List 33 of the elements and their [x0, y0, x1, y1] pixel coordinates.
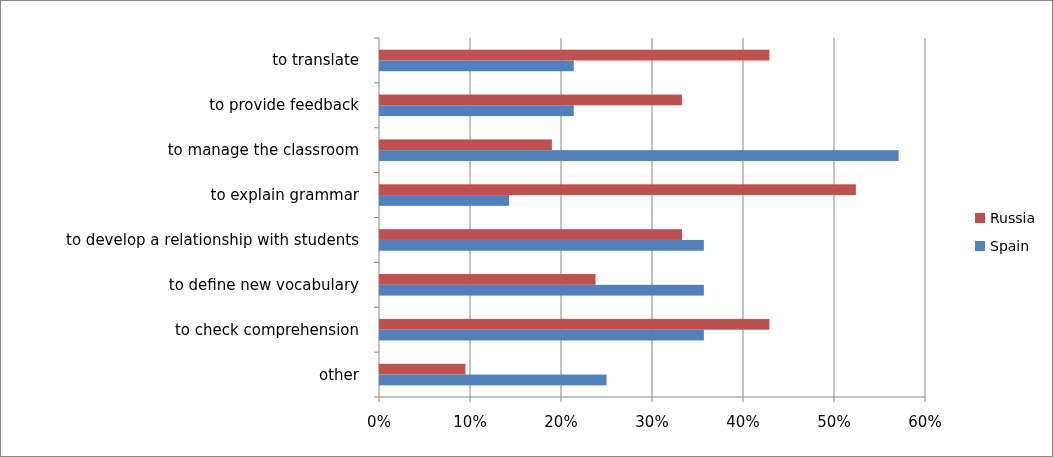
- bar: [379, 150, 899, 161]
- x-tick-label: 10%: [453, 413, 487, 431]
- bar: [379, 363, 466, 375]
- y-tick-label: to manage the classroom: [167, 141, 359, 160]
- bar: [379, 60, 574, 72]
- bar: [379, 239, 704, 251]
- x-tick-label: 20%: [544, 413, 578, 431]
- bar: [379, 94, 683, 106]
- x-tick-label: 0%: [367, 413, 391, 431]
- bar: [379, 49, 770, 61]
- y-tick-label: to define new vocabulary: [168, 275, 360, 294]
- x-tick-label: 30%: [635, 413, 669, 431]
- bar: [379, 229, 683, 240]
- bar: [379, 284, 704, 296]
- y-tick-label: to explain grammar: [210, 186, 360, 205]
- legend-label: Spain: [990, 238, 1030, 254]
- y-tick-label: to develop a relationship with students: [66, 230, 360, 249]
- x-tick-label: 40%: [726, 413, 760, 431]
- x-tick-label: 60%: [908, 413, 942, 431]
- legend-label: Russia: [990, 210, 1036, 226]
- bar: [379, 184, 856, 196]
- y-tick-label: other: [319, 365, 360, 384]
- bar: [379, 274, 596, 285]
- x-tick-label: 50%: [817, 413, 851, 431]
- bar: [379, 195, 510, 206]
- bar: [379, 105, 574, 117]
- bar: [379, 329, 704, 341]
- y-tick-label: to provide feedback: [209, 96, 360, 115]
- bar: [379, 318, 770, 330]
- bar: [379, 374, 607, 386]
- bar: [379, 139, 552, 151]
- y-tick-label: to translate: [272, 51, 359, 70]
- y-tick-label: to check comprehension: [174, 320, 359, 339]
